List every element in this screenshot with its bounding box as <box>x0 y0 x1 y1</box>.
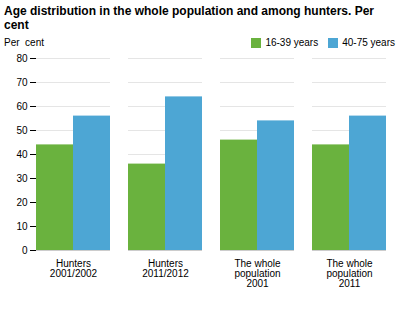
html-text:Age distribution in the whole: Age distribution in the whole population… <box>4 4 374 32</box>
svg-text:The wholepopulation2001: The wholepopulation2001 <box>234 258 281 289</box>
svg-text:60: 60 <box>16 101 28 112</box>
svg-text:Hunters2011/2012: Hunters2011/2012 <box>142 258 189 279</box>
html-text:16-39 years: 16-39 years <box>265 37 319 48</box>
svg-text:30: 30 <box>16 173 28 184</box>
svg-text:50: 50 <box>16 125 28 136</box>
svg-text:The wholepopulation2011: The wholepopulation2011 <box>326 258 373 289</box>
html-text:Per cent: Per cent <box>4 37 44 48</box>
svg-text:10: 10 <box>16 221 28 232</box>
svg-text:40: 40 <box>16 149 28 160</box>
svg-text:0: 0 <box>22 245 28 256</box>
svg-text:20: 20 <box>16 197 28 208</box>
svg-text:Hunters2001/2002: Hunters2001/2002 <box>50 258 98 279</box>
svg-text:80: 80 <box>16 53 28 64</box>
html-text:40-75 years: 40-75 years <box>342 37 395 48</box>
svg-text:70: 70 <box>16 77 28 88</box>
